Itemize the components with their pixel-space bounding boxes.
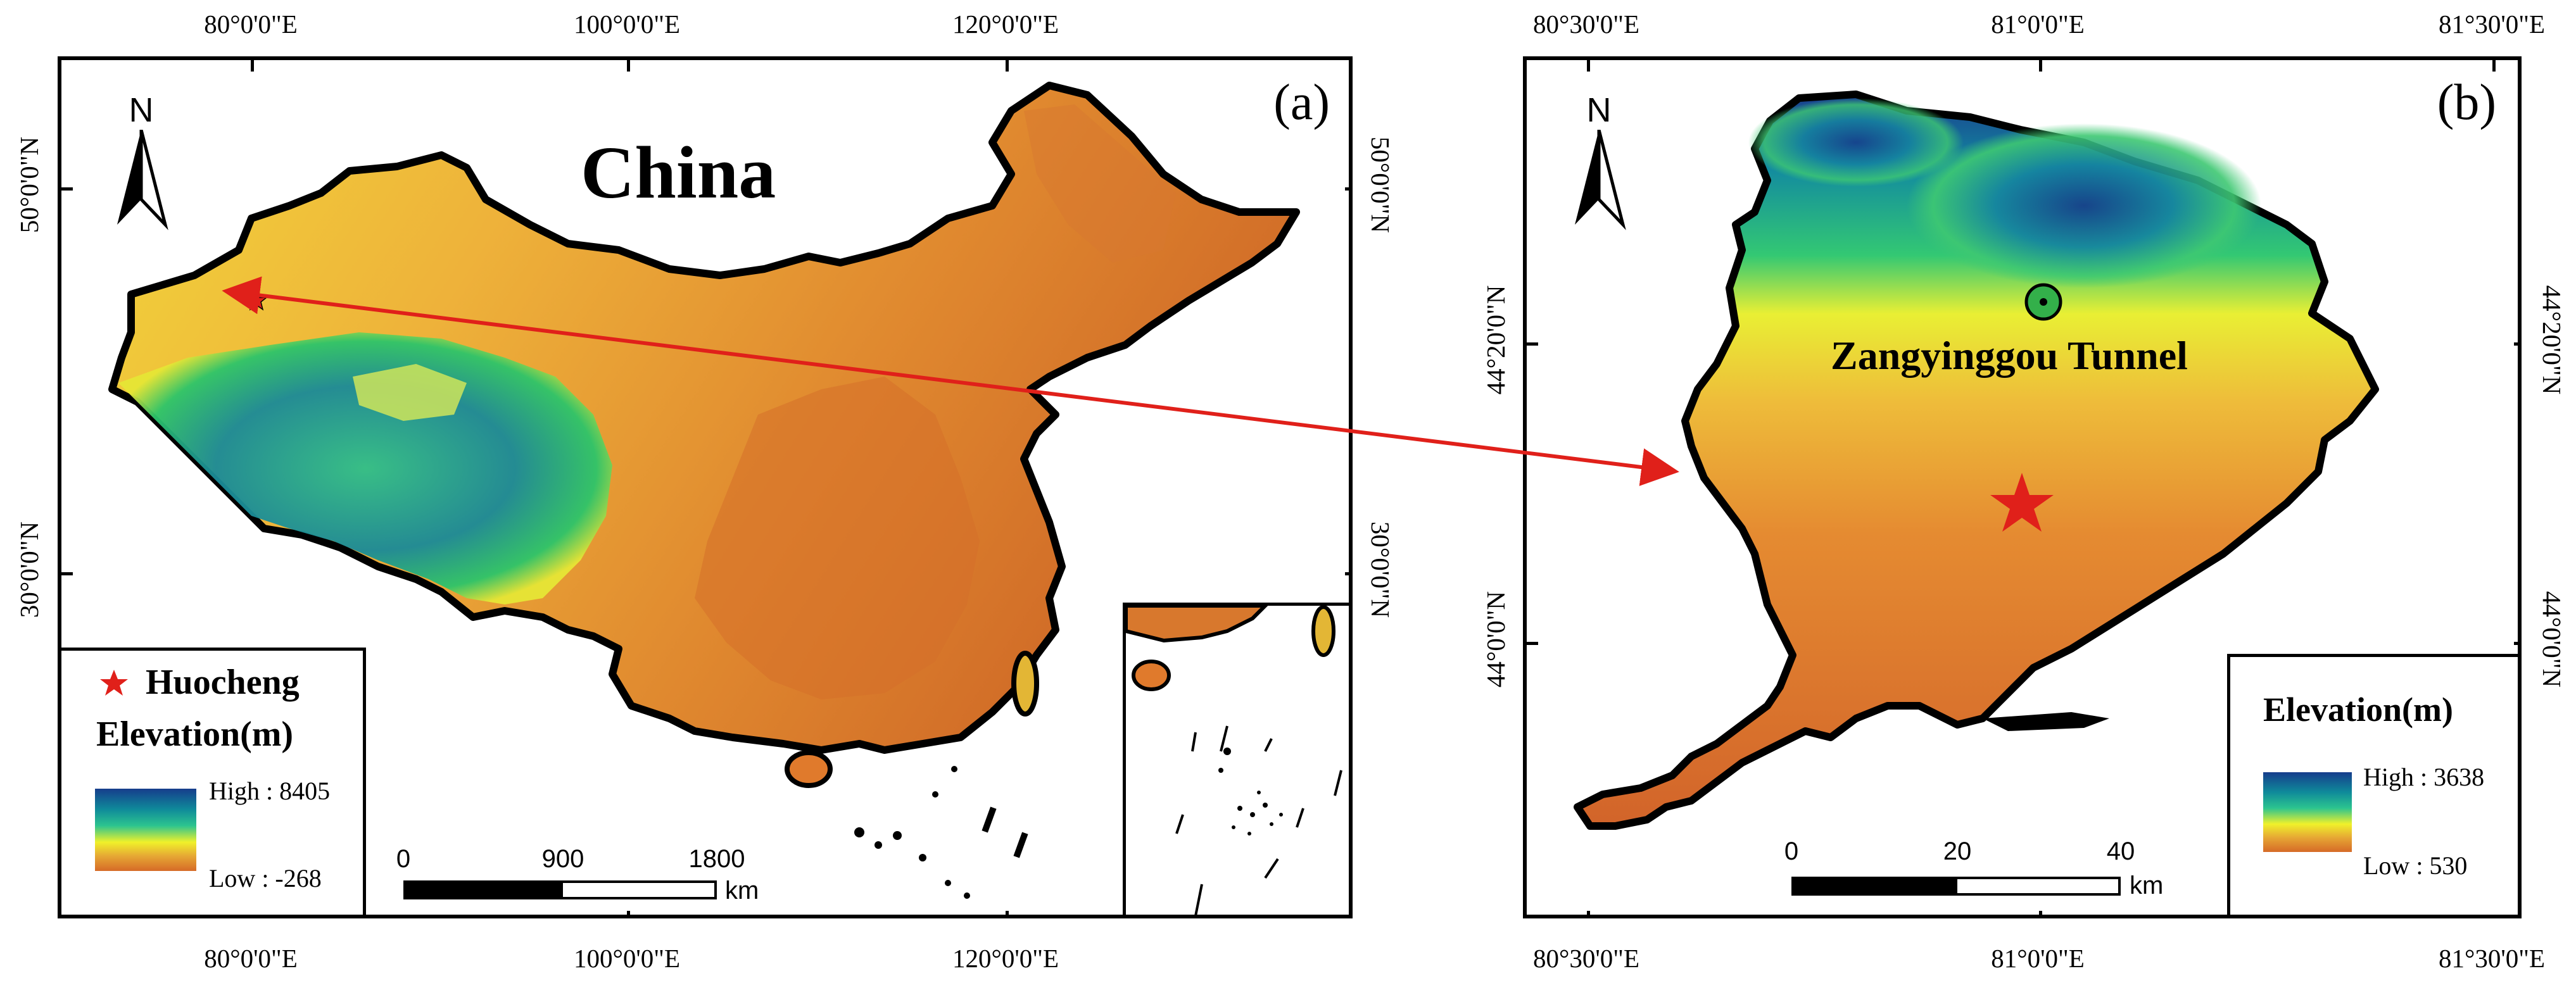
scalebar-b-empty [1955,877,2121,896]
panel-a-bottom-lon-100: 100°0'0"E [573,944,681,973]
north-arrow-b-icon [1575,130,1626,230]
panel-a-top-lon-100: 100°0'0"E [573,9,681,39]
panel-a-bottom-lon-80: 80°0'0"E [204,944,298,973]
tunnel-circle-icon [2024,283,2062,321]
scalebar-b-tick-1: 20 [1943,837,1972,865]
scalebar-b-tick-0: 0 [1784,837,1799,865]
panel-b-top-lon-8030: 80°30'0"E [1532,9,1640,39]
legend-b-color-ramp [2263,772,2352,852]
legend-marker-label: Huocheng [146,663,300,702]
north-label: N [129,91,154,129]
panel-a-left-lat-50: 50°0'0"N [15,136,44,234]
northeast-lowlands [1024,104,1176,263]
panel-a-left-lat-30: 30°0'0"N [15,521,44,618]
north-arrow-icon [117,130,168,230]
legend-a-color-ramp [95,789,196,871]
panel-a-label: (a) [1273,75,1330,130]
panel-b-bottom-lon-8030: 80°30'0"E [1532,944,1640,973]
panel-a-legend: Huocheng Elevation(m) High : 8405 Low : … [61,648,366,915]
scalebar-a-tick-1: 900 [541,845,584,873]
scalebar-a-unit: km [725,877,759,905]
panel-b-north-arrow: N [1569,91,1629,230]
panel-b-bottom-lon-81: 81°0'0"E [1991,944,2085,973]
panel-a-north-arrow: N [111,91,172,230]
legend-a-low: Low : -268 [209,864,322,892]
scalebar-a-tick-2: 1800 [688,845,745,873]
scs-inset [1123,603,1349,915]
scalebar-b-unit: km [2130,872,2164,899]
panel-a-top-lon-120: 120°0'0"E [952,9,1059,39]
south-tail-spit [1983,712,2109,731]
panel-a-top-lon-80: 80°0'0"E [204,9,298,39]
panel-b-top-lon-81: 81°0'0"E [1991,9,2085,39]
huocheng-region [1574,91,2379,830]
tunnel-label: Zangyinggou Tunnel [1831,333,2188,378]
panel-a-right-lat-50: 50°0'0"N [1366,136,1395,234]
panel-b-map: (b) Zangyinggou Tunnel N Elevation(m) Hi… [1523,56,2522,918]
taiwan-island [1011,651,1039,717]
scalebar-a-tick-0: 0 [396,845,411,873]
panel-a-title: China [581,131,776,214]
north-label-b: N [1586,91,1612,129]
scalebar-b-tick-2: 40 [2106,837,2135,865]
panel-b-bottom-lon-8130: 81°30'0"E [2438,944,2546,973]
legend-a-title: Elevation(m) [96,715,294,754]
northwest-peaks [1748,98,1964,187]
panel-a-map: (a) China N [58,56,1353,918]
panel-b-right-lat-44: 44°0'0"N [2537,591,2567,688]
legend-a-high: High : 8405 [209,777,331,805]
panel-b-left-lat-44: 44°0'0"N [1481,591,1510,688]
panel-b-legend: Elevation(m) High : 3638 Low : 530 [2227,654,2518,915]
legend-b-title: Elevation(m) [2263,691,2453,729]
panel-b-right-lat-4420: 44°20'0"N [2537,285,2567,395]
scalebar-a-empty [560,880,717,899]
hainan-island [785,750,833,788]
panel-b-left-lat-4420: 44°20'0"N [1481,285,1510,395]
huocheng-elevation-map [1527,60,2518,915]
scalebar-a-filled [403,880,563,899]
legend-b-high: High : 3638 [2363,763,2485,791]
panel-b-top-lon-8130: 81°30'0"E [2438,9,2546,39]
panel-a-scalebar: 0 900 1800 km [396,845,759,915]
scalebar-b-filled [1791,877,1957,896]
northern-peaks [1907,123,2261,288]
star-icon [100,670,128,696]
huocheng-star-b-icon [1990,473,2054,532]
scs-islands [854,766,1028,899]
panel-a-bottom-lon-120: 120°0'0"E [952,944,1059,973]
panel-b-label: (b) [2437,75,2496,130]
panel-a-right-lat-30: 30°0'0"N [1366,521,1395,618]
panel-b-scalebar: 0 20 40 km [1784,837,2184,907]
legend-b-low: Low : 530 [2363,851,2468,880]
